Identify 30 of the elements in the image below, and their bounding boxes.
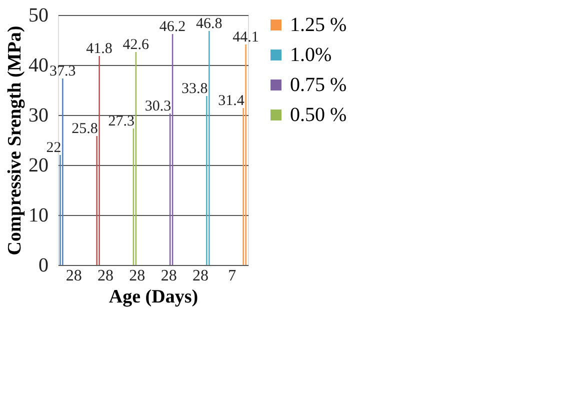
x-tick-label: 28 <box>129 268 146 284</box>
y-axis-title: Compressive Srength (MPa) <box>4 26 26 256</box>
data-label: 37.3 <box>50 64 76 80</box>
data-label: 42.6 <box>122 37 150 53</box>
legend-label: 0.75 % <box>290 74 347 96</box>
data-label: 25.8 <box>72 121 98 137</box>
legend-label: 1.25 % <box>290 14 347 36</box>
y-tick-label: 20 <box>28 154 48 176</box>
legend-label: 0.50 % <box>290 104 347 126</box>
x-tick-label: 28 <box>160 268 177 284</box>
x-tick-label: 28 <box>192 268 208 284</box>
y-tick-label: 50 <box>28 4 48 26</box>
data-label: 33.8 <box>181 81 208 97</box>
legend-label: 1.0% <box>290 44 332 66</box>
x-tick-label: 28 <box>66 268 82 284</box>
y-tick-label: 10 <box>28 204 48 226</box>
y-tick-label: 0 <box>38 254 48 276</box>
x-tick-label: 28 <box>98 268 114 284</box>
x-axis-title: Age (Days) <box>108 286 198 308</box>
y-tick-label: 30 <box>28 104 48 126</box>
data-label: 46.8 <box>196 16 222 32</box>
data-label: 46.2 <box>159 19 186 35</box>
data-label: 44.1 <box>232 30 259 46</box>
data-label: 22 <box>46 140 62 156</box>
y-tick-label: 40 <box>28 54 48 76</box>
x-tick-label: 7 <box>228 268 236 284</box>
data-label: 27.3 <box>108 114 134 130</box>
data-label: 41.8 <box>86 41 112 57</box>
data-label: 31.4 <box>218 93 245 109</box>
data-label: 30.3 <box>144 98 172 114</box>
